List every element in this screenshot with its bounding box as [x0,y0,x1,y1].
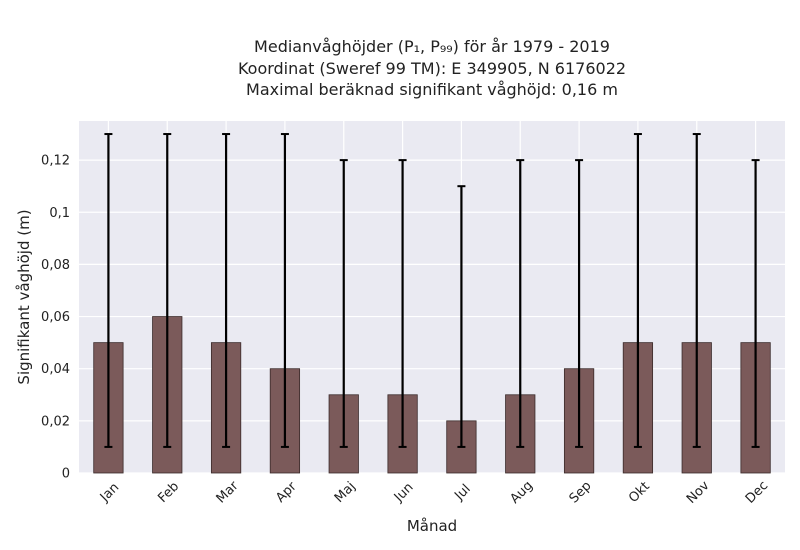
x-tick-label-sep: Sep [567,479,595,507]
error-bar-dec [751,159,760,448]
x-tick-label-okt: Okt [626,479,653,506]
error-bar-aug [516,159,525,448]
y-tick-label: 0,06 [41,310,70,325]
y-tick-label: 0,04 [41,362,70,377]
plot-area [79,121,785,473]
y-tick-label: 0,1 [49,206,70,221]
error-bar-feb [163,133,172,448]
y-tick-labels: 0 0,02 0,04 0,06 0,08 0,1 0,12 [41,154,70,482]
chart-title-line-3: Maximal beräknad signifikant våghöjd: 0,… [246,80,618,99]
x-tick-label-jan: Jan [97,480,122,505]
x-tick-label-feb: Feb [155,479,182,506]
error-bar-jan [104,133,113,448]
x-tick-labels: Jan Feb Mar Apr Maj Jun Jul Aug Sep Okt Nov Dec [97,478,771,507]
x-axis-label: Månad [407,517,457,535]
x-tick-label-dec: Dec [743,478,771,506]
y-tick-label: 0,12 [41,154,70,169]
error-bar-okt [633,133,642,448]
chart-title-line-1: Medianvåghöjder (P₁, P₉₉) för år 1979 - … [254,37,610,56]
y-axis-label: Signifikant våghöjd (m) [15,209,33,384]
error-bar-jul [457,185,466,448]
x-tick-label-nov: Nov [684,478,713,507]
error-bar-nov [692,133,701,448]
chart-title-line-2: Koordinat (Sweref 99 TM): E 349905, N 61… [238,59,626,78]
x-tick-label-aug: Aug [507,478,536,507]
error-bar-jun [398,159,407,448]
error-bar-maj [339,159,348,448]
error-bar-mar [222,133,231,448]
y-tick-label: 0,08 [41,258,70,273]
x-tick-label-jul: Jul [451,482,473,504]
y-tick-label: 0,02 [41,414,70,429]
x-tick-label-maj: Maj [332,479,359,506]
error-bars [104,133,760,448]
x-tick-label-jun: Jun [391,480,417,506]
x-tick-label-apr: Apr [273,479,300,506]
error-bar-sep [575,159,584,448]
error-bar-apr [280,133,289,448]
y-tick-label: 0 [62,467,70,482]
x-tick-label-mar: Mar [214,478,242,506]
